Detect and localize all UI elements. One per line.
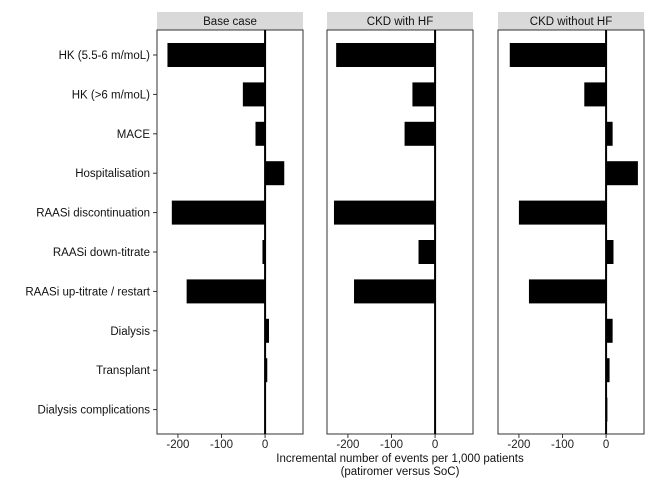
x-tick-label: -100 xyxy=(210,439,233,451)
bar xyxy=(606,318,613,343)
bar xyxy=(255,121,266,146)
strip-header xyxy=(498,12,644,30)
y-tick-label: HK (5.5-6 m/moL) xyxy=(59,50,151,62)
panel-frame xyxy=(497,29,645,435)
strip-label: CKD without HF xyxy=(530,16,612,28)
bar xyxy=(518,200,607,225)
x-tick-label: 0 xyxy=(432,439,438,451)
strip-header xyxy=(157,12,303,30)
panel-frame xyxy=(156,29,304,435)
x-tick-label: -100 xyxy=(380,439,403,451)
y-tick-label: RAASi down-titrate xyxy=(53,247,150,259)
x-axis-title-line1: Incremental number of events per 1,000 p… xyxy=(276,453,524,465)
bar xyxy=(167,43,266,67)
x-tick-label: -200 xyxy=(507,439,530,451)
y-tick-label: Dialysis complications xyxy=(38,405,151,417)
bar xyxy=(606,358,610,383)
bar xyxy=(606,161,638,186)
panel-ckd-without-hf: CKD without HF -200 -100 0 xyxy=(497,12,645,451)
bar xyxy=(606,121,613,146)
strip-header xyxy=(327,12,473,30)
bar xyxy=(584,82,607,107)
x-tick-label: -100 xyxy=(551,439,574,451)
panel-ckd-with-hf: CKD with HF -200 -100 0 xyxy=(326,12,474,451)
bar xyxy=(242,82,266,107)
bar xyxy=(186,279,266,304)
x-tick-label: -200 xyxy=(336,439,359,451)
panel-base-case: Base case -200 -100 0 xyxy=(156,12,304,451)
x-axis-title-line2: (patiromer versus SoC) xyxy=(341,466,460,478)
y-tick-label: RAASi up-titrate / restart xyxy=(25,286,150,298)
y-tick-label: MACE xyxy=(117,129,151,141)
bar xyxy=(336,43,436,67)
y-tick-label: HK (>6 m/moL) xyxy=(72,89,150,101)
bar xyxy=(171,200,266,225)
bar xyxy=(509,43,607,67)
x-tick-label: -200 xyxy=(166,439,189,451)
bar xyxy=(418,240,436,264)
bar xyxy=(265,161,285,186)
bar xyxy=(606,240,614,264)
panel-frame xyxy=(326,29,474,435)
bar xyxy=(262,240,266,264)
strip-label: Base case xyxy=(203,16,257,28)
bar xyxy=(412,82,436,107)
y-tick-label: Dialysis xyxy=(110,326,150,338)
bar xyxy=(265,318,270,343)
bar xyxy=(404,121,436,146)
x-tick-label: 0 xyxy=(262,439,268,451)
bar xyxy=(265,358,268,383)
x-tick-label: 0 xyxy=(603,439,609,451)
y-tick-label: RAASi discontinuation xyxy=(36,208,150,220)
bar xyxy=(528,279,607,304)
bar xyxy=(333,200,436,225)
y-tick-label: Transplant xyxy=(96,365,151,377)
y-tick-label: Hospitalisation xyxy=(75,168,150,180)
strip-label: CKD with HF xyxy=(367,16,433,28)
bar xyxy=(354,279,436,304)
